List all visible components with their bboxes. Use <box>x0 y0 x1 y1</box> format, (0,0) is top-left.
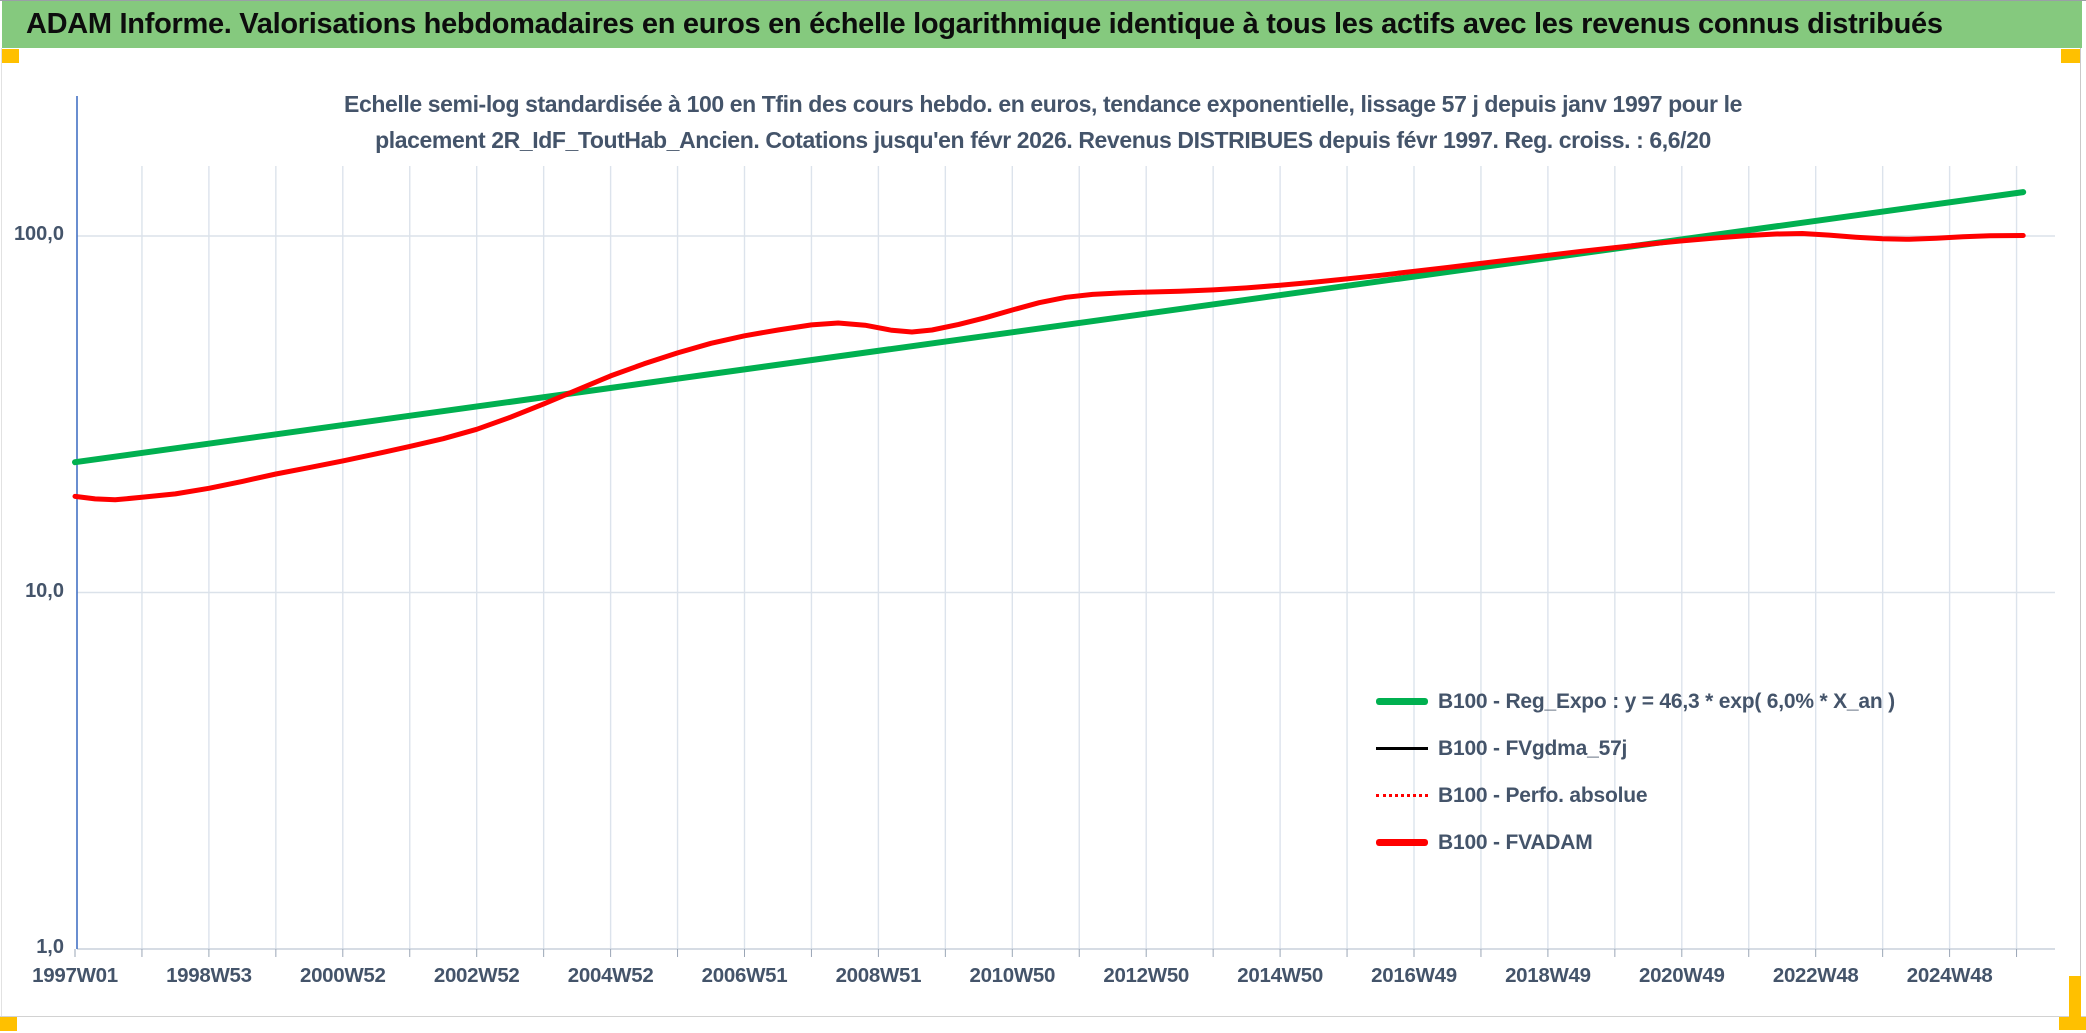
banner: ADAM Informe. Valorisations hebdomadaire… <box>2 1 2082 48</box>
x-axis-tick-label: 2004W52 <box>567 964 654 987</box>
x-axis-tick-label: 2012W50 <box>1103 964 1190 987</box>
chart-frame-right <box>2080 48 2081 1016</box>
legend-swatch-red-line-icon <box>1376 839 1428 846</box>
x-axis-tick-label: 2016W49 <box>1371 964 1457 987</box>
legend-label: B100 - FVADAM <box>1438 830 1593 854</box>
x-axis-tick-label: 1997W01 <box>32 964 118 987</box>
yellow-cell-accent-top-right <box>2061 49 2080 63</box>
legend-item: B100 - FVADAM <box>1376 819 1895 866</box>
yellow-cell-accent-bottom-left <box>0 1017 17 1031</box>
legend-label: B100 - Perfo. absolue <box>1438 783 1648 807</box>
legend-item: B100 - Reg_Expo : y = 46,3 * exp( 6,0% *… <box>1376 678 1895 725</box>
yellow-cell-accent-bottom-right-horizontal <box>2059 1017 2086 1030</box>
x-axis-tick-label: 2000W52 <box>299 964 386 987</box>
x-axis-tick-label: 1998W53 <box>166 964 252 987</box>
legend-label: B100 - FVgdma_57j <box>1438 736 1628 760</box>
y-axis-tick-label: 10,0 <box>25 579 64 602</box>
legend-swatch-green-line-icon <box>1376 698 1428 705</box>
x-axis-tick-label: 2020W49 <box>1638 964 1725 987</box>
legend-item: B100 - Perfo. absolue <box>1376 772 1895 819</box>
legend-item: B100 - FVgdma_57j <box>1376 725 1895 772</box>
x-axis-tick-label: 2024W48 <box>1906 964 1993 987</box>
x-axis-tick-label: 2014W50 <box>1237 964 1323 987</box>
y-axis-tick-label: 100,0 <box>13 223 64 245</box>
chart-title-line2: placement 2R_IdF_ToutHab_Ancien. Cotatio… <box>375 127 1711 153</box>
chart-frame-bottom <box>0 1016 2086 1017</box>
legend: B100 - Reg_Expo : y = 46,3 * exp( 6,0% *… <box>1376 678 1895 866</box>
banner-title: ADAM Informe. Valorisations hebdomadaire… <box>26 8 1943 40</box>
x-axis-tick-label: 2006W51 <box>701 964 788 987</box>
yellow-cell-accent-top-left <box>2 49 19 63</box>
window-top-edge <box>0 0 2086 1</box>
chart-frame-left <box>1 48 2 1016</box>
y-axis-tick-label: 1,0 <box>36 936 64 958</box>
x-axis-tick-label: 2022W48 <box>1772 964 1859 987</box>
x-axis-tick-label: 2002W52 <box>433 964 520 987</box>
yellow-cell-accent-bottom-right-vertical <box>2069 976 2081 1022</box>
legend-label: B100 - Reg_Expo : y = 46,3 * exp( 6,0% *… <box>1438 689 1895 713</box>
x-axis-tick-label: 2008W51 <box>835 964 922 987</box>
x-axis-tick-label: 2018W49 <box>1505 964 1591 987</box>
chart-title-line1: Echelle semi-log standardisée à 100 en T… <box>344 91 1742 117</box>
chart-title: Echelle semi-log standardisée à 100 en T… <box>143 86 1943 158</box>
legend-swatch-red-dotted-line-icon <box>1376 794 1428 797</box>
x-axis-tick-label: 2010W50 <box>969 964 1056 987</box>
legend-swatch-black-line-icon <box>1376 747 1428 750</box>
